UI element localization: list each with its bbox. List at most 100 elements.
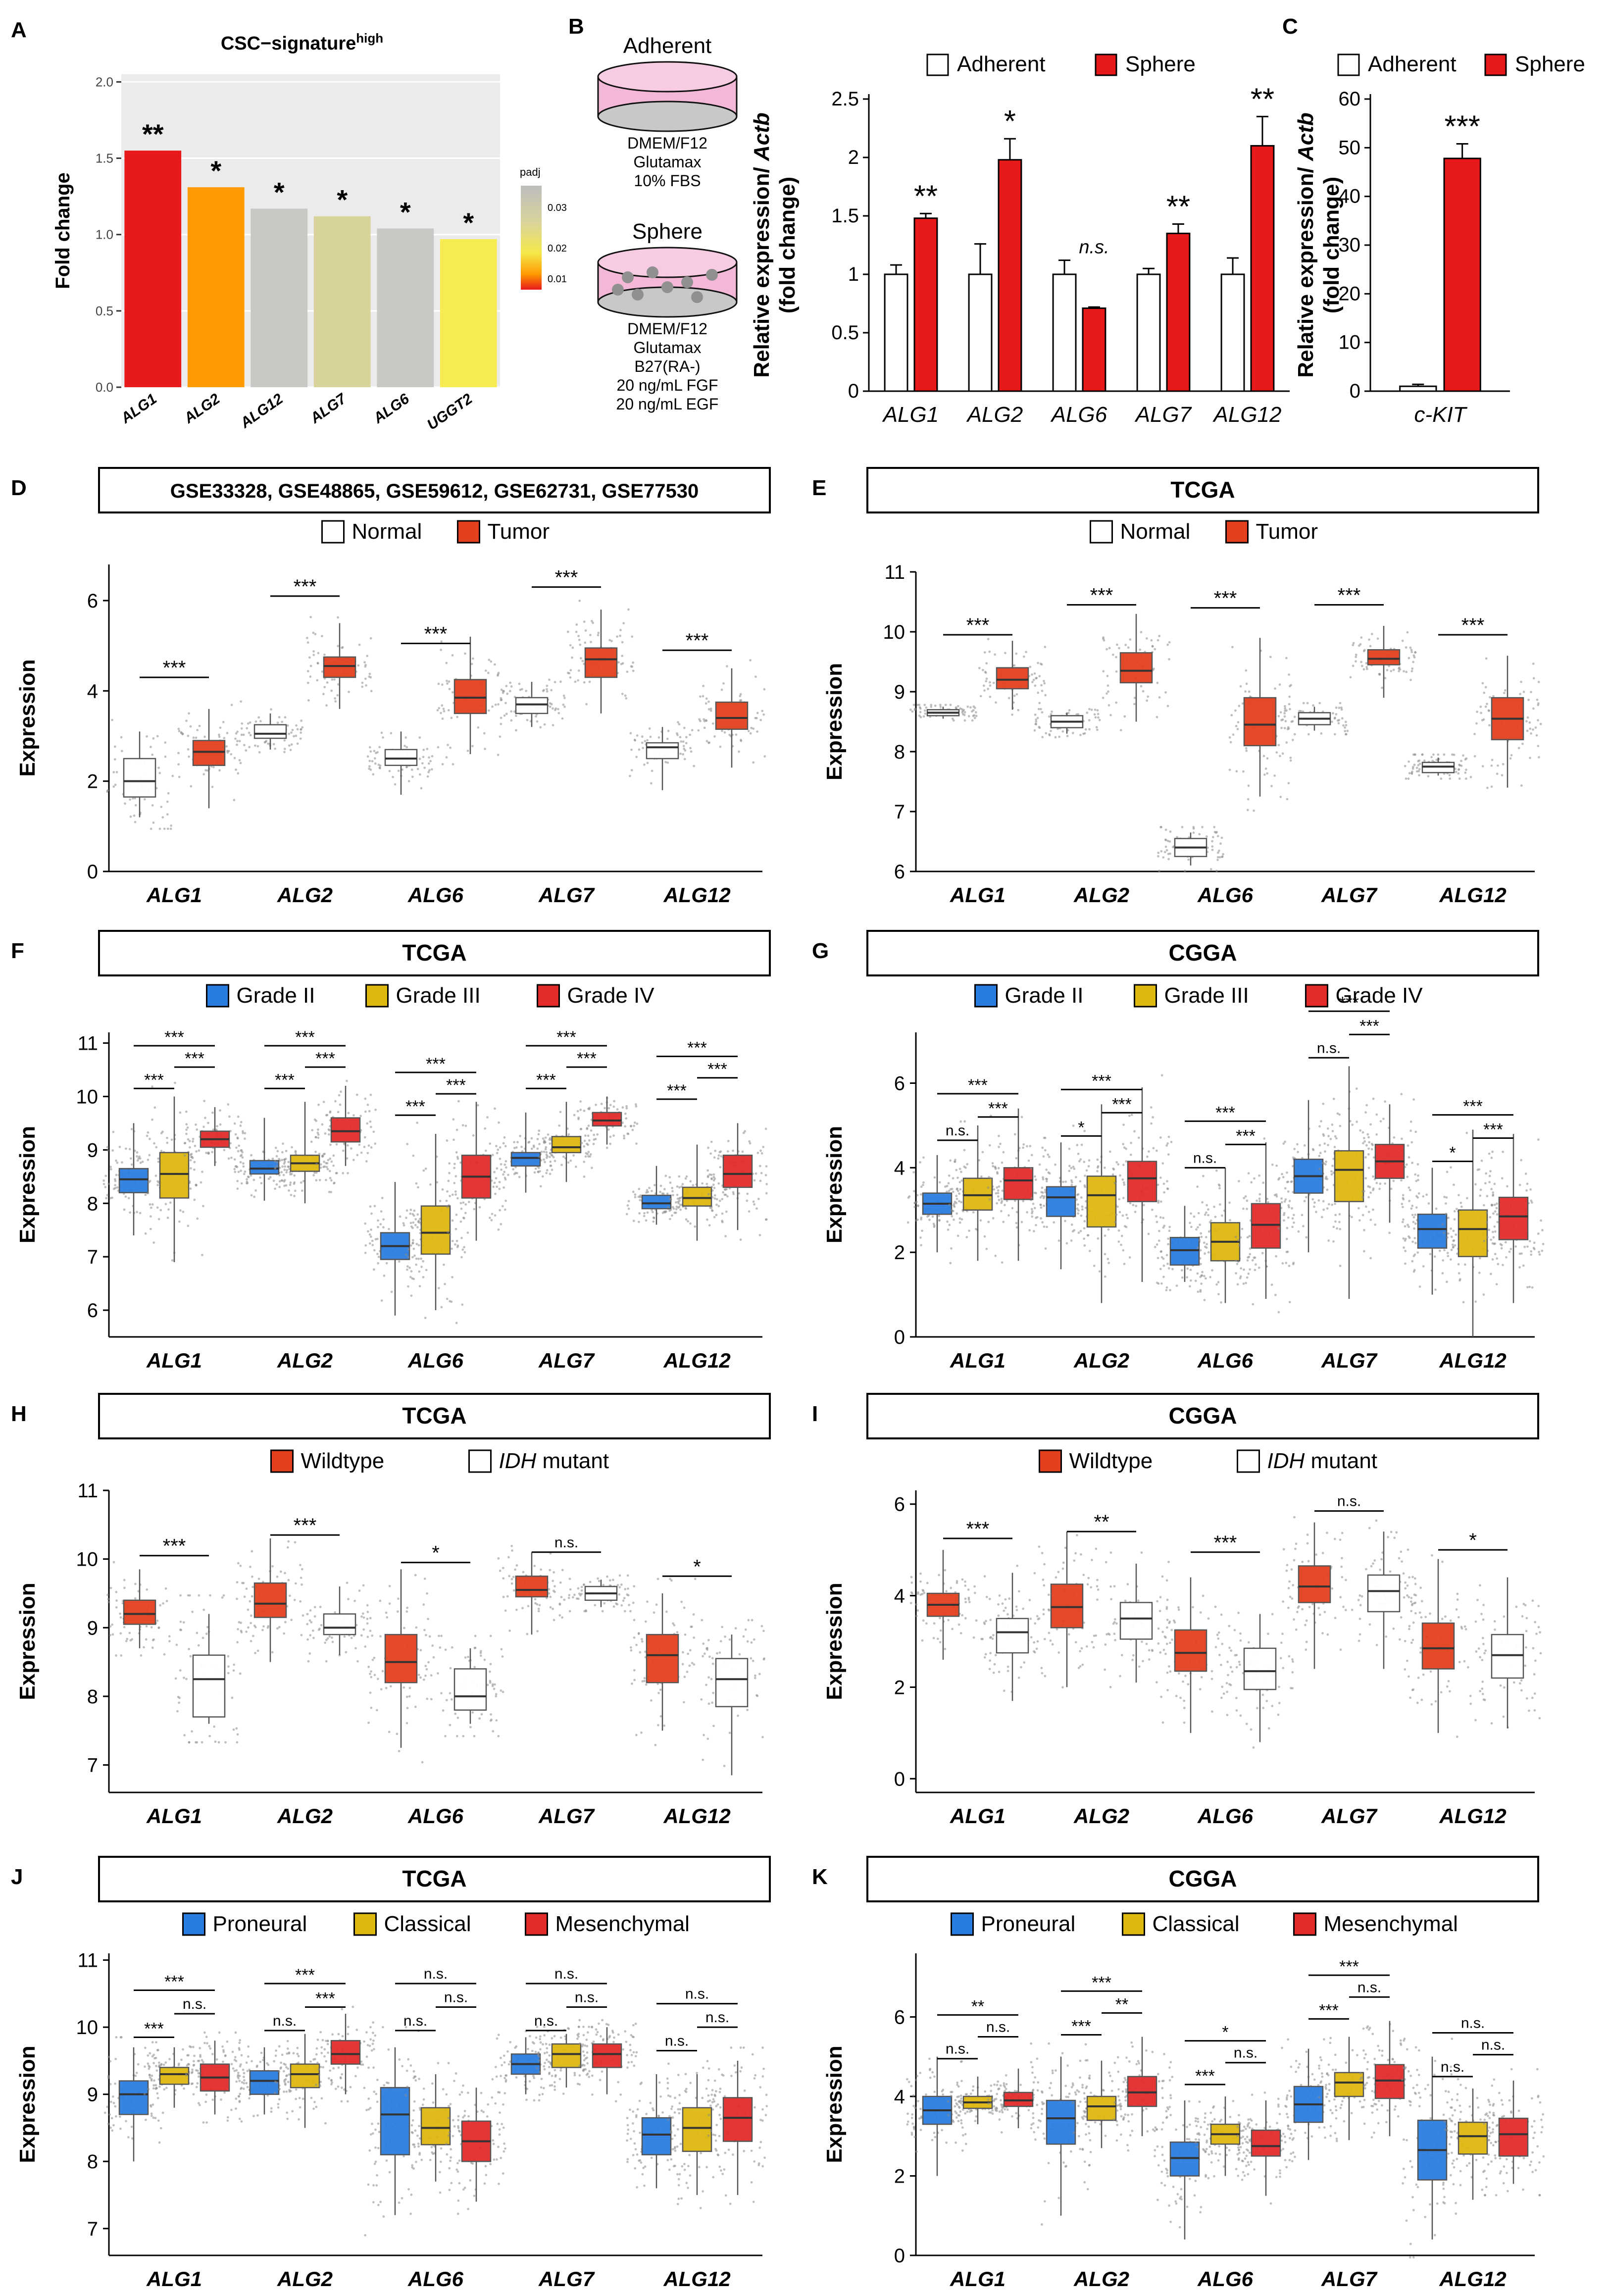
jitter-point [1491, 1242, 1494, 1245]
jitter-point [487, 671, 490, 674]
jitter-point [577, 679, 579, 682]
jitter-point [234, 1171, 237, 1174]
jitter-point [1345, 733, 1348, 736]
y-tick-label: 0 [848, 380, 859, 402]
jitter-point [918, 706, 921, 709]
jitter-point [111, 1149, 114, 1152]
jitter-point [248, 731, 251, 734]
jitter-point [1293, 733, 1296, 736]
jitter-point [735, 733, 738, 736]
legend-label: Normal [352, 519, 422, 544]
jitter-point [107, 1182, 110, 1185]
jitter-point [1199, 1224, 1201, 1226]
box-wildtype [384, 1633, 418, 1684]
jitter-point [196, 1128, 199, 1131]
significance-label: n.s. [1317, 1040, 1341, 1056]
jitter-point [641, 735, 644, 738]
jitter-point [150, 1626, 153, 1629]
jitter-point [1104, 1253, 1106, 1256]
jitter-point [704, 719, 707, 722]
jitter-point [1237, 721, 1240, 724]
jitter-point [644, 740, 647, 743]
jitter-point [1384, 1100, 1387, 1103]
legend-swatch [206, 984, 229, 1008]
jitter-point [1026, 1145, 1028, 1148]
jitter-point [257, 1578, 260, 1581]
jitter-point [1288, 695, 1291, 698]
jitter-point [243, 744, 246, 747]
jitter-point [575, 623, 578, 626]
jitter-point [367, 1144, 370, 1147]
jitter-point [1432, 753, 1435, 756]
jitter-point [1482, 718, 1485, 721]
jitter-point [1048, 1156, 1051, 1158]
jitter-point [312, 1636, 315, 1639]
jitter-point [402, 1686, 405, 1689]
jitter-point [603, 1107, 606, 1110]
jitter-point [724, 1193, 727, 1196]
jitter-point [747, 730, 750, 732]
jitter-point [376, 1678, 379, 1681]
panel-header-title: GSE33328, GSE48865, GSE59612, GSE62731, … [170, 480, 699, 502]
jitter-point [1284, 705, 1286, 708]
jitter-point [586, 1127, 589, 1130]
jitter-point [676, 1185, 679, 1188]
jitter-point [1329, 1137, 1332, 1140]
jitter-point [177, 763, 180, 766]
jitter-point [1283, 712, 1286, 714]
jitter-point [1451, 753, 1454, 756]
jitter-point [1034, 684, 1037, 687]
significance-label: *** [555, 567, 578, 589]
jitter-point [208, 1735, 211, 1737]
jitter-point [985, 680, 988, 683]
jitter-point [1281, 1173, 1283, 1175]
jitter-point [227, 1655, 230, 1658]
jitter-point [150, 1206, 152, 1209]
jitter-point [1162, 1217, 1165, 1220]
jitter-point [609, 1142, 612, 1145]
jitter-point [431, 755, 434, 758]
jitter-point [419, 1676, 422, 1679]
jitter-point [116, 1161, 119, 1164]
jitter-point [109, 1166, 112, 1169]
significance-label: *** [446, 1076, 466, 1095]
adherent-medium-line: 10% FBS [634, 172, 701, 190]
jitter-point [181, 733, 184, 736]
jitter-point [151, 1639, 154, 1642]
jitter-point [1120, 1234, 1123, 1237]
jitter-point [1159, 1136, 1162, 1139]
jitter-point [1434, 1288, 1437, 1291]
jitter-point [1242, 1207, 1245, 1210]
jitter-point [1044, 646, 1047, 648]
sphere-title: Sphere [632, 219, 703, 244]
box-grade-ii [118, 1168, 149, 1193]
jitter-point [1489, 696, 1491, 699]
bar-ALG12 [251, 208, 308, 387]
jitter-point [216, 1125, 218, 1127]
jitter-point [158, 771, 161, 774]
jitter-point [1102, 697, 1105, 699]
jitter-point [1542, 1242, 1545, 1245]
jitter-point [1106, 674, 1109, 677]
jitter-point [680, 740, 683, 743]
jitter-point [645, 1191, 648, 1194]
jitter-point [676, 1193, 679, 1196]
jitter-point [302, 1614, 304, 1617]
jitter-point [1412, 661, 1414, 663]
jitter-point [502, 690, 504, 692]
jitter-point [1402, 1198, 1405, 1201]
jitter-point [484, 1149, 487, 1152]
jitter-point [1040, 1217, 1042, 1220]
jitter-point [449, 1692, 452, 1695]
jitter-point [419, 1649, 422, 1652]
jitter-point [1097, 713, 1100, 715]
jitter-point [119, 1612, 121, 1615]
jitter-point [993, 1188, 996, 1191]
jitter-point [243, 1173, 246, 1175]
jitter-point [1290, 684, 1292, 687]
jitter-point [327, 1128, 330, 1131]
jitter-point [439, 1646, 442, 1649]
jitter-point [726, 665, 728, 667]
jitter-point [414, 1705, 417, 1708]
jitter-point [956, 705, 959, 708]
